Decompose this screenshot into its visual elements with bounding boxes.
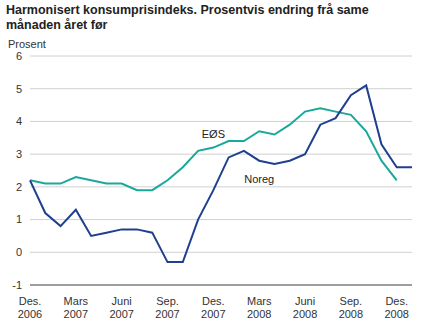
svg-text:4: 4 [16, 115, 22, 127]
html-text:Harmonisert konsumprisindeks.: Harmonisert konsumprisindeks. Prosentvis… [6, 3, 369, 32]
svg-text:EØS: EØS [202, 128, 225, 140]
svg-text:-1: -1 [12, 279, 22, 291]
svg-text:0: 0 [16, 246, 22, 258]
svg-text:Sep.2008: Sep.2008 [339, 295, 363, 320]
svg-text:Des.2008: Des.2008 [384, 295, 408, 320]
svg-text:Mars2008: Mars2008 [247, 295, 272, 320]
svg-text:Juni2007: Juni2007 [109, 295, 133, 320]
svg-text:3: 3 [16, 148, 22, 160]
svg-text:2: 2 [16, 181, 22, 193]
html-text:Prosent: Prosent [8, 38, 46, 50]
svg-text:6: 6 [16, 50, 22, 62]
svg-text:Des.2006: Des.2006 [18, 295, 42, 320]
svg-text:Juni2008: Juni2008 [293, 295, 317, 320]
svg-text:Mars2007: Mars2007 [64, 295, 89, 320]
svg-text:Des.2007: Des.2007 [201, 295, 225, 320]
svg-text:Noreg: Noreg [244, 173, 274, 185]
svg-text:Sep.2007: Sep.2007 [155, 295, 179, 320]
svg-text:1: 1 [16, 213, 22, 225]
svg-text:5: 5 [16, 83, 22, 95]
